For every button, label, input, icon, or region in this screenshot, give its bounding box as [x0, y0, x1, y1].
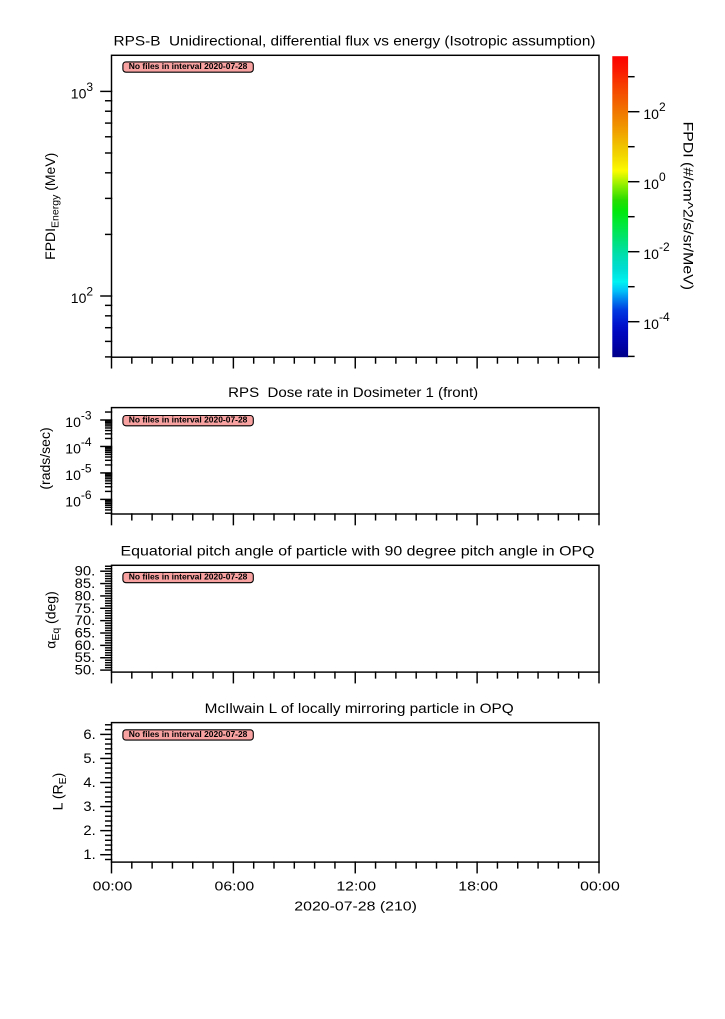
svg-text:12:00: 12:00 [336, 879, 376, 894]
svg-text:1.: 1. [83, 846, 95, 862]
svg-text:00:00: 00:00 [580, 879, 620, 894]
svg-text:80.: 80. [75, 587, 96, 603]
svg-text:4.: 4. [83, 774, 95, 790]
svg-text:70.: 70. [75, 612, 96, 628]
svg-text:75.: 75. [75, 600, 96, 616]
svg-text:(rads/sec): (rads/sec) [37, 427, 53, 489]
svg-text:55.: 55. [75, 649, 96, 665]
svg-text:65.: 65. [75, 625, 96, 641]
svg-text:06:00: 06:00 [215, 879, 255, 894]
svg-text:2020-07-28 (210): 2020-07-28 (210) [294, 898, 417, 913]
svg-text:RPS-B Unidirectional, differe: RPS-B Unidirectional, differential flux … [114, 33, 596, 49]
svg-text:No files in interval 2020-07-2: No files in interval 2020-07-28 [129, 729, 248, 739]
svg-text:McIlwain L of locally mirrorin: McIlwain L of locally mirroring particle… [205, 700, 514, 716]
svg-text:50.: 50. [75, 662, 96, 678]
svg-text:Equatorial pitch angle of part: Equatorial pitch angle of particle with … [121, 543, 595, 559]
svg-text:60.: 60. [75, 637, 96, 653]
svg-text:FPDIEnergy (MeV): FPDIEnergy (MeV) [42, 153, 61, 260]
svg-text:18:00: 18:00 [458, 879, 498, 894]
svg-text:RPS Dose rate in Dosimeter 1: RPS Dose rate in Dosimeter 1 (front) [228, 384, 478, 400]
svg-text:No files in interval 2020-07-2: No files in interval 2020-07-28 [129, 414, 248, 424]
svg-text:FPDI (#/cm^2/s/sr/MeV): FPDI (#/cm^2/s/sr/MeV) [681, 122, 697, 290]
svg-text:No files in interval 2020-07-2: No files in interval 2020-07-28 [129, 571, 248, 581]
svg-text:5.: 5. [83, 750, 95, 766]
svg-text:00:00: 00:00 [93, 879, 133, 894]
svg-text:90.: 90. [75, 563, 96, 579]
svg-text:3.: 3. [83, 798, 95, 814]
svg-text:No files in interval 2020-07-2: No files in interval 2020-07-28 [129, 61, 248, 71]
svg-text:85.: 85. [75, 575, 96, 591]
svg-text:6.: 6. [83, 726, 95, 742]
svg-text:2.: 2. [83, 822, 95, 838]
